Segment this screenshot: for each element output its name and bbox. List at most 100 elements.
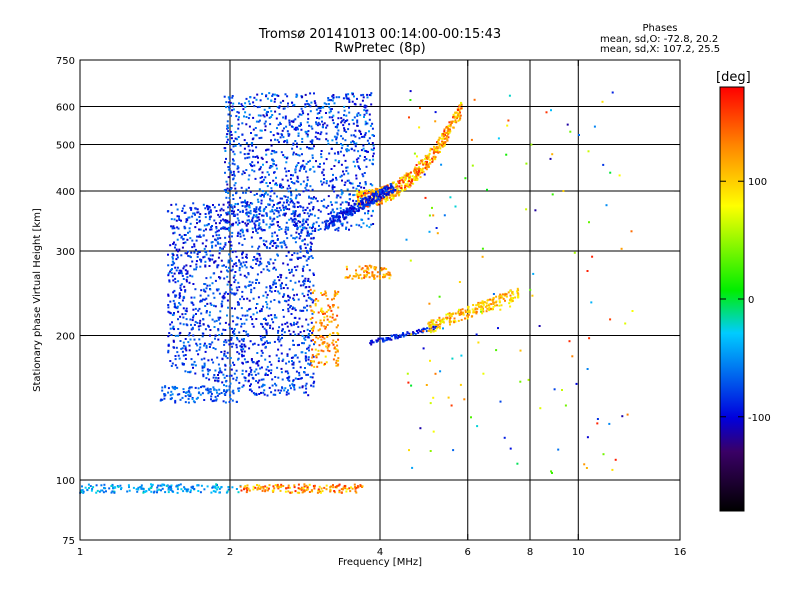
data-point — [170, 218, 173, 221]
data-point — [398, 182, 401, 185]
data-point — [273, 192, 276, 195]
data-point — [317, 349, 320, 352]
data-point — [219, 369, 222, 372]
data-point — [492, 293, 495, 295]
data-point — [260, 202, 263, 205]
data-point — [261, 229, 264, 232]
data-point — [167, 210, 170, 213]
data-point — [400, 187, 403, 189]
data-point — [270, 139, 272, 142]
data-point — [289, 258, 292, 261]
data-point — [260, 271, 263, 274]
data-point — [266, 214, 268, 217]
data-point — [272, 321, 275, 324]
data-point — [241, 355, 244, 358]
data-point — [183, 265, 186, 268]
data-point — [424, 167, 427, 170]
data-point — [458, 308, 460, 311]
data-point — [173, 289, 176, 292]
data-point — [174, 399, 177, 402]
data-point — [443, 130, 446, 133]
data-point — [330, 219, 333, 222]
data-point — [302, 284, 305, 287]
data-point — [261, 214, 264, 217]
data-point — [302, 209, 305, 212]
data-point — [163, 393, 166, 395]
data-point — [345, 114, 348, 117]
data-point — [248, 489, 251, 492]
data-point — [454, 115, 457, 118]
data-point — [244, 201, 246, 204]
data-point — [314, 348, 317, 351]
data-point — [305, 249, 308, 252]
data-point — [362, 205, 365, 208]
data-point — [250, 164, 252, 167]
data-point — [275, 176, 277, 179]
data-point — [182, 242, 185, 244]
data-point — [335, 178, 338, 181]
data-point — [226, 124, 229, 127]
data-point — [215, 227, 218, 230]
data-point — [248, 308, 251, 311]
data-point — [440, 163, 443, 166]
data-point — [277, 329, 280, 332]
data-point — [538, 325, 541, 327]
data-point — [258, 208, 260, 211]
data-point — [317, 229, 320, 231]
data-point — [258, 245, 261, 248]
data-point — [310, 364, 313, 367]
data-point — [185, 310, 188, 313]
data-point — [252, 216, 255, 218]
data-point — [257, 264, 260, 267]
data-point — [400, 177, 403, 179]
data-point — [203, 488, 206, 491]
data-point — [277, 224, 279, 227]
data-point — [311, 139, 314, 142]
data-point — [295, 236, 298, 239]
data-point — [238, 269, 241, 272]
data-point — [286, 105, 289, 108]
data-point — [195, 260, 198, 263]
data-point — [237, 127, 240, 130]
data-point — [301, 351, 304, 354]
data-point — [335, 341, 338, 343]
data-point — [331, 313, 334, 316]
data-point — [252, 488, 255, 491]
data-point — [382, 276, 385, 279]
data-point — [335, 136, 338, 139]
data-point — [196, 255, 199, 258]
data-point — [323, 486, 326, 489]
data-point — [427, 154, 430, 157]
data-point — [315, 104, 318, 107]
data-point — [248, 113, 251, 116]
data-point — [337, 484, 340, 487]
data-point — [425, 330, 428, 333]
data-point — [511, 297, 514, 299]
data-point — [205, 377, 208, 380]
data-point — [181, 210, 184, 212]
data-point — [408, 172, 411, 175]
data-point — [402, 176, 405, 179]
data-point — [178, 269, 181, 272]
data-point — [238, 352, 241, 355]
data-point — [136, 490, 139, 493]
data-point — [372, 198, 375, 201]
data-point — [286, 321, 289, 324]
data-point — [187, 394, 190, 397]
data-point — [209, 311, 211, 314]
data-point — [433, 147, 436, 150]
data-point — [301, 110, 304, 113]
data-point — [232, 361, 234, 364]
data-point — [193, 251, 196, 254]
data-point — [325, 345, 328, 348]
data-point — [250, 383, 252, 386]
data-point — [181, 363, 184, 366]
data-point — [411, 178, 414, 181]
data-point — [419, 172, 421, 175]
data-point — [273, 150, 276, 153]
data-point — [365, 274, 368, 277]
data-point — [195, 207, 198, 210]
data-point — [252, 128, 255, 131]
data-point — [377, 203, 380, 206]
data-point — [356, 192, 359, 195]
